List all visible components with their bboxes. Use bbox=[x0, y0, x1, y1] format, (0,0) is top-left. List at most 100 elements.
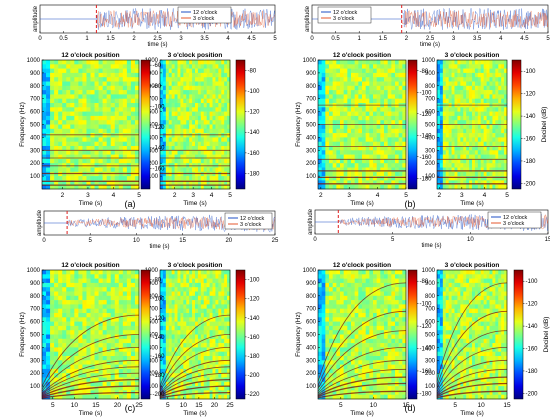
heatmap-cell bbox=[171, 68, 175, 74]
heatmap-cell bbox=[212, 81, 216, 87]
heatmap-cell bbox=[171, 107, 175, 112]
heatmap-cell bbox=[380, 94, 385, 99]
heatmap-cell bbox=[472, 154, 476, 160]
heatmap-cell bbox=[354, 158, 359, 164]
heatmap-cell bbox=[98, 317, 103, 322]
x-tick-label: 2 bbox=[437, 192, 441, 199]
heatmap-cell bbox=[332, 141, 337, 147]
heatmap-cell bbox=[90, 77, 95, 82]
heatmap-cell bbox=[177, 120, 181, 125]
heatmap-cell bbox=[90, 120, 95, 125]
heatmap-cell bbox=[192, 334, 196, 340]
heatmap-cell bbox=[332, 167, 337, 173]
heatmap-cell bbox=[206, 373, 210, 378]
heatmap-cell bbox=[347, 98, 352, 104]
heatmap-cell bbox=[454, 154, 458, 160]
heatmap-cell bbox=[387, 115, 392, 121]
heatmap-cell bbox=[50, 274, 55, 279]
heatmap-cell bbox=[74, 394, 79, 400]
heatmap-cell bbox=[197, 180, 202, 185]
heatmap-cell bbox=[62, 270, 67, 275]
heatmap-cell bbox=[160, 180, 164, 185]
heatmap-cell bbox=[354, 141, 359, 147]
heatmap-cell bbox=[358, 291, 363, 297]
heatmap-cell bbox=[384, 81, 388, 87]
heatmap-cell bbox=[192, 64, 196, 69]
heatmap-cell bbox=[358, 68, 363, 74]
heatmap-cell bbox=[504, 98, 508, 104]
heatmap-cell bbox=[206, 77, 210, 82]
heatmap-cell bbox=[325, 300, 330, 305]
heatmap-cell bbox=[200, 270, 205, 275]
heatmap-cell bbox=[354, 133, 359, 138]
heatmap-cell bbox=[203, 321, 207, 327]
heatmap-cell bbox=[122, 94, 128, 99]
heatmap-cell bbox=[365, 300, 370, 305]
heatmap-cell bbox=[325, 270, 330, 275]
heatmap-cell bbox=[197, 338, 202, 344]
colorbar-tick-label: -160 bbox=[248, 335, 261, 341]
heatmap-cell bbox=[218, 176, 222, 181]
heatmap-cell bbox=[221, 128, 225, 134]
heatmap-cell bbox=[162, 180, 167, 185]
heatmap-cell bbox=[98, 386, 103, 391]
x-tick-label: 5 bbox=[137, 192, 141, 199]
heatmap-cell bbox=[114, 291, 120, 297]
heatmap-cell bbox=[200, 154, 205, 160]
heatmap-cell bbox=[492, 77, 496, 82]
heatmap-cell bbox=[329, 171, 333, 177]
heatmap-cell bbox=[130, 158, 136, 164]
heatmap-cell bbox=[469, 163, 473, 168]
y-tick-label: 900 bbox=[425, 71, 436, 77]
heatmap-cell bbox=[106, 107, 112, 112]
heatmap-cell bbox=[102, 141, 107, 147]
heatmap-cell bbox=[126, 98, 132, 104]
heatmap-cell bbox=[58, 60, 63, 65]
heatmap-cell bbox=[171, 90, 175, 95]
heatmap-cell bbox=[321, 163, 326, 168]
heatmap-cell bbox=[86, 64, 91, 69]
heatmap-cell bbox=[325, 176, 330, 181]
heatmap-cell bbox=[340, 77, 344, 82]
heatmap-cell bbox=[168, 377, 172, 383]
y-tick-label: 1000 bbox=[27, 58, 41, 64]
heatmap-cell bbox=[183, 304, 187, 309]
heatmap-cell bbox=[94, 317, 99, 322]
heatmap-cell bbox=[177, 351, 181, 357]
heatmap-cell bbox=[130, 98, 136, 104]
heatmap-cell bbox=[183, 347, 187, 352]
heatmap-cell bbox=[74, 308, 79, 314]
heatmap-cell bbox=[130, 85, 136, 91]
heatmap-cell bbox=[118, 128, 124, 134]
heatmap-cell bbox=[457, 128, 461, 134]
heatmap-cell bbox=[489, 133, 493, 138]
heatmap-cell bbox=[114, 338, 120, 344]
heatmap-cell bbox=[480, 158, 484, 164]
heatmap-cell bbox=[212, 184, 216, 190]
heatmap-cell bbox=[454, 184, 458, 190]
colorbar-tick-label: -120 bbox=[153, 316, 166, 322]
heatmap-cell bbox=[483, 184, 487, 190]
heatmap-cell bbox=[160, 68, 164, 74]
heatmap-cell bbox=[74, 282, 79, 288]
heatmap-cell bbox=[373, 274, 377, 279]
heatmap-cell bbox=[501, 154, 505, 160]
heatmap-cell bbox=[200, 313, 205, 318]
heatmap-cell bbox=[454, 115, 458, 121]
heatmap-cell bbox=[86, 128, 91, 134]
heatmap-cell bbox=[90, 338, 95, 344]
heatmap-cell bbox=[206, 287, 210, 292]
heatmap-cell bbox=[171, 270, 175, 275]
heatmap-cell bbox=[98, 321, 103, 327]
heatmap-cell bbox=[50, 146, 55, 151]
heatmap-cell bbox=[384, 141, 388, 147]
heatmap-cell bbox=[197, 300, 202, 305]
heatmap-cell bbox=[74, 115, 79, 121]
heatmap-cell bbox=[439, 124, 444, 130]
heatmap-cell bbox=[174, 128, 178, 134]
heatmap-cell bbox=[186, 107, 190, 112]
heatmap-cell bbox=[66, 180, 71, 185]
heatmap-cell bbox=[189, 124, 193, 130]
